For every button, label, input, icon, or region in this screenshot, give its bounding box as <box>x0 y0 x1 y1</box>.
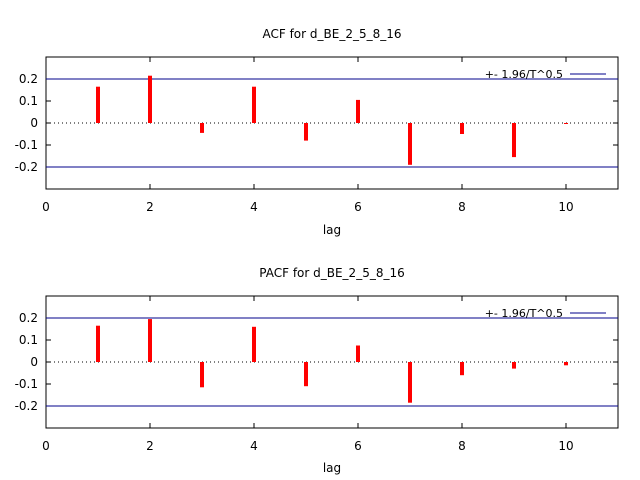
acf-bar <box>460 123 464 134</box>
pacf-xtick-label: 2 <box>146 439 154 453</box>
acf-ytick-label: -0.1 <box>15 138 38 152</box>
pacf-bar <box>564 362 568 366</box>
acf-xtick-label: 2 <box>146 200 154 214</box>
pacf-bar <box>96 325 100 362</box>
acf-ytick-label: 0.1 <box>19 94 38 108</box>
acf-bar <box>304 123 308 141</box>
pacf-ytick-label: 0.1 <box>19 333 38 347</box>
acf-ticks: 0.2 0.1 0 -0.1 -0.2 0 2 4 6 8 10 <box>15 57 618 214</box>
pacf-bar <box>408 362 412 403</box>
pacf-confidence-band <box>46 317 618 407</box>
acf-panel: ACF for d_BE_2_5_8_16 0.2 0.1 0 -0.1 -0.2 0 2 4… <box>15 27 619 237</box>
pacf-bar <box>252 326 256 362</box>
pacf-xtick-label: 8 <box>458 439 466 453</box>
acf-bar <box>148 75 152 123</box>
pacf-xtick-label: 6 <box>354 439 362 453</box>
acf-bar <box>356 99 360 123</box>
acf-bar <box>200 123 204 133</box>
pacf-ytick-label: -0.1 <box>15 377 38 391</box>
acf-title: ACF for d_BE_2_5_8_16 <box>262 27 401 41</box>
acf-xtick-label: 10 <box>558 200 573 214</box>
acf-bar <box>96 86 100 123</box>
acf-ytick-label: 0.2 <box>19 72 38 86</box>
pacf-xtick-label: 4 <box>250 439 258 453</box>
pacf-title: PACF for d_BE_2_5_8_16 <box>259 266 404 280</box>
pacf-bars <box>96 319 568 403</box>
pacf-xtick-label: 0 <box>42 439 50 453</box>
pacf-ytick-label: 0.2 <box>19 311 38 325</box>
pacf-bar <box>512 362 516 369</box>
acf-ytick-label: -0.2 <box>15 160 38 174</box>
acf-confidence-band <box>46 78 618 168</box>
pacf-legend-label: +- 1.96/T^0.5 <box>485 307 563 320</box>
acf-xtick-label: 6 <box>354 200 362 214</box>
pacf-xlabel: lag <box>323 461 341 475</box>
acf-bar <box>564 123 568 124</box>
acf-bar <box>512 123 516 158</box>
pacf-bar <box>304 362 308 387</box>
pacf-bar <box>148 319 152 362</box>
acf-bars <box>96 75 568 165</box>
pacf-bar <box>460 362 464 376</box>
acf-bar <box>252 86 256 123</box>
acf-bar <box>408 123 412 165</box>
acf-ytick-label: 0 <box>30 116 38 130</box>
pacf-bar <box>356 345 360 362</box>
acf-legend-label: +- 1.96/T^0.5 <box>485 68 563 81</box>
pacf-xtick-label: 10 <box>558 439 573 453</box>
acf-xtick-label: 0 <box>42 200 50 214</box>
pacf-ytick-label: -0.2 <box>15 399 38 413</box>
acf-xtick-label: 4 <box>250 200 258 214</box>
pacf-bar <box>200 362 204 388</box>
pacf-ytick-label: 0 <box>30 355 38 369</box>
acf-xlabel: lag <box>323 223 341 237</box>
acf-xtick-label: 8 <box>458 200 466 214</box>
pacf-panel: PACF for d_BE_2_5_8_16 0.2 0.1 0 -0.1 -0.2 0 2… <box>15 266 619 475</box>
pacf-ticks: 0.2 0.1 0 -0.1 -0.2 0 2 4 6 8 10 <box>15 296 618 453</box>
